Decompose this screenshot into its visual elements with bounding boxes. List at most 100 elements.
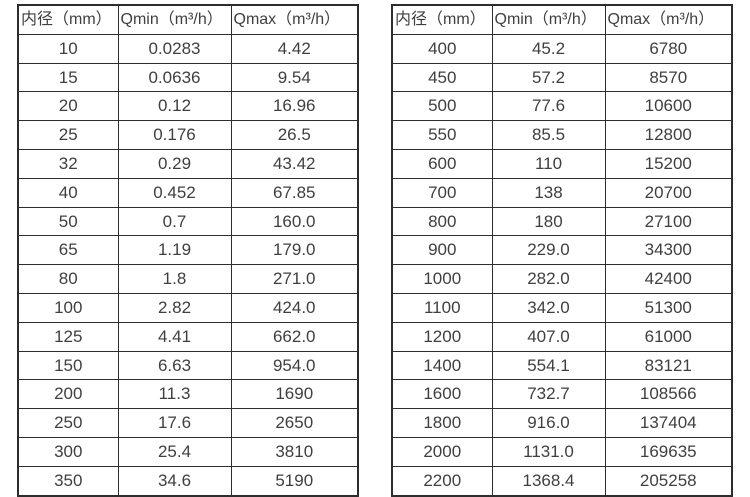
table-cell: 250 xyxy=(17,408,119,438)
table-cell: 16.96 xyxy=(230,91,359,122)
table-cell: 407.0 xyxy=(491,321,606,352)
table-cell: 1400 xyxy=(391,350,493,381)
table-cell: 900 xyxy=(391,235,493,266)
table-cell: 25 xyxy=(17,120,119,150)
table-row: 1600 732.7 108566 xyxy=(391,379,733,410)
table-row: 600 110 15200 xyxy=(391,148,733,179)
table-cell: 732.7 xyxy=(491,379,606,410)
table-cell: 2650 xyxy=(230,408,359,438)
table-cell: 15200 xyxy=(604,148,733,179)
table-cell: 662.0 xyxy=(230,321,359,352)
header-qmax: Qmax（m³/h） xyxy=(604,4,733,35)
table-cell: 271.0 xyxy=(230,264,359,294)
table-cell: 42400 xyxy=(604,264,733,294)
table-cell: 80 xyxy=(17,264,119,294)
table-cell: 85.5 xyxy=(491,120,606,150)
table-row: 80 1.8 271.0 xyxy=(17,264,359,294)
header-row: 内径（mm） Qmin（m³/h） Qmax（m³/h） xyxy=(17,4,359,35)
header-qmin: Qmin（m³/h） xyxy=(491,4,606,35)
table-cell: 137404 xyxy=(604,408,733,438)
table-cell: 554.1 xyxy=(491,350,606,381)
table-cell: 40 xyxy=(17,177,119,208)
table-cell: 1368.4 xyxy=(491,465,606,497)
table-cell: 6780 xyxy=(604,33,733,64)
table-cell: 51300 xyxy=(604,292,733,323)
table-cell: 110 xyxy=(491,148,606,179)
table-row: 50 0.7 160.0 xyxy=(17,206,359,237)
table-cell: 424.0 xyxy=(230,292,359,323)
table-cell: 1600 xyxy=(391,379,493,410)
table-cell: 50 xyxy=(17,206,119,237)
table-cell: 32 xyxy=(17,148,119,179)
table-cell: 34300 xyxy=(604,235,733,266)
table-row: 200 11.3 1690 xyxy=(17,379,359,410)
table-cell: 1100 xyxy=(391,292,493,323)
table-cell: 0.7 xyxy=(117,206,232,237)
table-cell: 550 xyxy=(391,120,493,150)
table-row: 100 2.82 424.0 xyxy=(17,292,359,323)
table-cell: 11.3 xyxy=(117,379,232,410)
header-qmin: Qmin（m³/h） xyxy=(117,4,232,35)
table-cell: 4.42 xyxy=(230,33,359,64)
table-cell: 57.2 xyxy=(491,62,606,93)
table-cell: 800 xyxy=(391,206,493,237)
table-cell: 61000 xyxy=(604,321,733,352)
table-row: 250 17.6 2650 xyxy=(17,408,359,438)
table-cell: 229.0 xyxy=(491,235,606,266)
table-row: 700 138 20700 xyxy=(391,177,733,208)
table-row: 20 0.12 16.96 xyxy=(17,91,359,122)
table-row: 40 0.452 67.85 xyxy=(17,177,359,208)
table-cell: 200 xyxy=(17,379,119,410)
table-cell: 0.0636 xyxy=(117,62,232,93)
table-cell: 10 xyxy=(17,33,119,64)
table-cell: 1.19 xyxy=(117,235,232,266)
table-row: 2000 1131.0 169635 xyxy=(391,436,733,467)
table-cell: 0.12 xyxy=(117,91,232,122)
table-row: 1100 342.0 51300 xyxy=(391,292,733,323)
table-cell: 26.5 xyxy=(230,120,359,150)
table-row: 15 0.0636 9.54 xyxy=(17,62,359,93)
table-cell: 282.0 xyxy=(491,264,606,294)
table-cell: 350 xyxy=(17,465,119,497)
table-cell: 0.29 xyxy=(117,148,232,179)
flow-table-left: 内径（mm） Qmin（m³/h） Qmax（m³/h） 10 0.0283 4.4… xyxy=(17,4,359,497)
table-cell: 45.2 xyxy=(491,33,606,64)
table-row: 65 1.19 179.0 xyxy=(17,235,359,266)
table-cell: 1800 xyxy=(391,408,493,438)
table-row: 400 45.2 6780 xyxy=(391,33,733,64)
table-cell: 450 xyxy=(391,62,493,93)
table-row: 1400 554.1 83121 xyxy=(391,350,733,381)
table-cell: 5190 xyxy=(230,465,359,497)
table-cell: 77.6 xyxy=(491,91,606,122)
table-cell: 67.85 xyxy=(230,177,359,208)
table-row: 10 0.0283 4.42 xyxy=(17,33,359,64)
table-cell: 1200 xyxy=(391,321,493,352)
table-cell: 10600 xyxy=(604,91,733,122)
table-cell: 2.82 xyxy=(117,292,232,323)
table-cell: 150 xyxy=(17,350,119,381)
table-cell: 100 xyxy=(17,292,119,323)
table-row: 350 34.6 5190 xyxy=(17,465,359,497)
table-row: 300 25.4 3810 xyxy=(17,436,359,467)
table-cell: 300 xyxy=(17,436,119,467)
table-cell: 138 xyxy=(491,177,606,208)
table-cell: 1131.0 xyxy=(491,436,606,467)
table-cell: 6.63 xyxy=(117,350,232,381)
header-diameter: 内径（mm） xyxy=(391,4,493,35)
flow-table-right: 内径（mm） Qmin（m³/h） Qmax（m³/h） 400 45.2 6780… xyxy=(391,4,733,497)
table-cell: 0.452 xyxy=(117,177,232,208)
table-cell: 3810 xyxy=(230,436,359,467)
table-row: 500 77.6 10600 xyxy=(391,91,733,122)
table-cell: 916.0 xyxy=(491,408,606,438)
table-cell: 342.0 xyxy=(491,292,606,323)
header-row: 内径（mm） Qmin（m³/h） Qmax（m³/h） xyxy=(391,4,733,35)
table-cell: 17.6 xyxy=(117,408,232,438)
table-row: 125 4.41 662.0 xyxy=(17,321,359,352)
table-row: 2200 1368.4 205258 xyxy=(391,465,733,497)
table-cell: 2000 xyxy=(391,436,493,467)
table-cell: 108566 xyxy=(604,379,733,410)
table-row: 1800 916.0 137404 xyxy=(391,408,733,438)
table-row: 150 6.63 954.0 xyxy=(17,350,359,381)
table-row: 1000 282.0 42400 xyxy=(391,264,733,294)
table-cell: 954.0 xyxy=(230,350,359,381)
